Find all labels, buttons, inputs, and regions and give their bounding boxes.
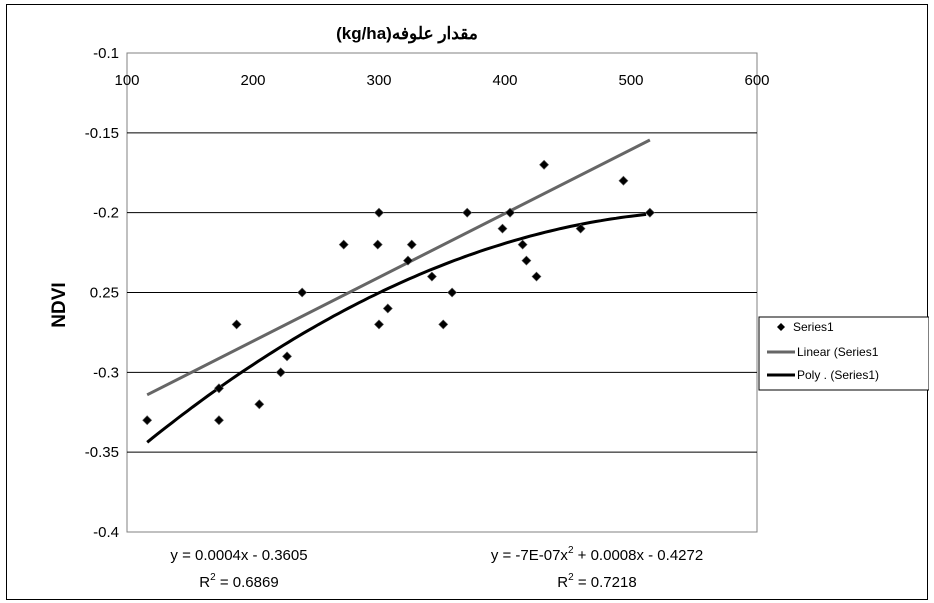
data-point xyxy=(447,287,458,298)
legend-label-linear: Linear (Series1 xyxy=(797,345,879,359)
y-axis-label: NDVI xyxy=(49,282,70,327)
y-tick-label: -0.2 xyxy=(93,205,119,222)
x-tick-label: 400 xyxy=(492,72,517,89)
data-point xyxy=(254,399,265,410)
data-point xyxy=(142,415,153,426)
data-point xyxy=(438,319,449,330)
data-point xyxy=(275,367,286,378)
linear-r-squared: R2 = 0.6869 xyxy=(199,572,278,591)
poly-r2-value: = 0.7218 xyxy=(574,574,637,591)
poly-eq-part2: + 0.0008x - 0.4272 xyxy=(574,547,704,564)
trend-lines xyxy=(146,138,651,444)
data-point xyxy=(338,239,349,250)
linear-r2-label: R xyxy=(199,574,210,591)
legend: Series1 Linear (Series1 Poly . (Series1) xyxy=(758,316,929,391)
poly-equation: y = -7E-07x2 + 0.0008x - 0.4272 xyxy=(491,545,703,564)
linear-r2-value: = 0.6869 xyxy=(216,574,279,591)
x-tick-label: 200 xyxy=(240,72,265,89)
y-tick-labels: -0.1 -0.15 -0.2 0.25 -0.3 -0.35 -0.4 xyxy=(85,45,119,541)
y-tick-label: -0.3 xyxy=(93,364,119,381)
legend-label-poly: Poly . (Series1) xyxy=(797,368,879,382)
x-tick-label: 500 xyxy=(618,72,643,89)
data-point xyxy=(462,207,473,218)
data-point xyxy=(517,239,528,250)
linear-equation: y = 0.0004x - 0.3605 xyxy=(170,547,307,564)
linear-r2-superscript: 2 xyxy=(210,572,216,583)
poly-trendline xyxy=(146,212,647,444)
linear-trendline xyxy=(146,138,651,397)
poly-eq-part1: y = -7E-07x xyxy=(491,547,569,564)
poly-r2-superscript: 2 xyxy=(568,572,574,583)
data-point xyxy=(374,207,384,218)
x-tick-label: 300 xyxy=(366,72,391,89)
y-tick-label: -0.15 xyxy=(85,125,119,142)
data-point xyxy=(497,223,508,234)
data-point xyxy=(372,239,383,250)
data-point xyxy=(644,207,655,218)
x-tick-label: 100 xyxy=(114,72,139,89)
legend-item-series1: Series1 xyxy=(777,320,834,334)
poly-r2-label: R xyxy=(557,574,568,591)
data-point xyxy=(531,271,542,282)
poly-eq-superscript: 2 xyxy=(568,545,574,556)
data-point xyxy=(426,271,437,282)
data-point xyxy=(214,415,224,426)
data-point xyxy=(406,239,417,250)
data-point xyxy=(521,255,532,266)
chart-frame: 100 200 300 400 500 600 -0.1 -0.15 -0.2 0.25 -0.3… xyxy=(6,4,929,600)
data-point xyxy=(505,207,515,218)
data-point xyxy=(403,255,413,266)
legend-label-series1: Series1 xyxy=(793,320,834,334)
data-point xyxy=(214,383,224,394)
legend-item-linear: Linear (Series1 xyxy=(767,345,879,359)
x-tick-label: 600 xyxy=(744,72,769,89)
y-tick-label: -0.4 xyxy=(93,524,119,541)
data-point xyxy=(374,319,384,330)
data-point xyxy=(382,303,393,314)
legend-item-poly: Poly . (Series1) xyxy=(767,368,879,382)
y-tick-label: 0.25 xyxy=(90,285,119,302)
data-point xyxy=(618,175,629,186)
data-point xyxy=(575,223,586,234)
poly-r-squared: R2 = 0.7218 xyxy=(557,572,636,591)
legend-diamond-marker xyxy=(777,323,785,331)
x-tick-labels: 100 200 300 400 500 600 xyxy=(114,72,769,89)
data-point xyxy=(539,159,549,170)
y-tick-label: -0.1 xyxy=(93,45,119,62)
chart-title: مقدار علوفه(kg/ha) xyxy=(336,24,478,44)
data-point xyxy=(297,287,308,298)
data-point xyxy=(231,319,242,330)
scatter-chart: 100 200 300 400 500 600 -0.1 -0.15 -0.2 0.25 -0.3… xyxy=(49,24,929,591)
data-markers xyxy=(142,159,655,426)
y-tick-label: -0.35 xyxy=(85,444,119,461)
data-point xyxy=(282,351,292,362)
